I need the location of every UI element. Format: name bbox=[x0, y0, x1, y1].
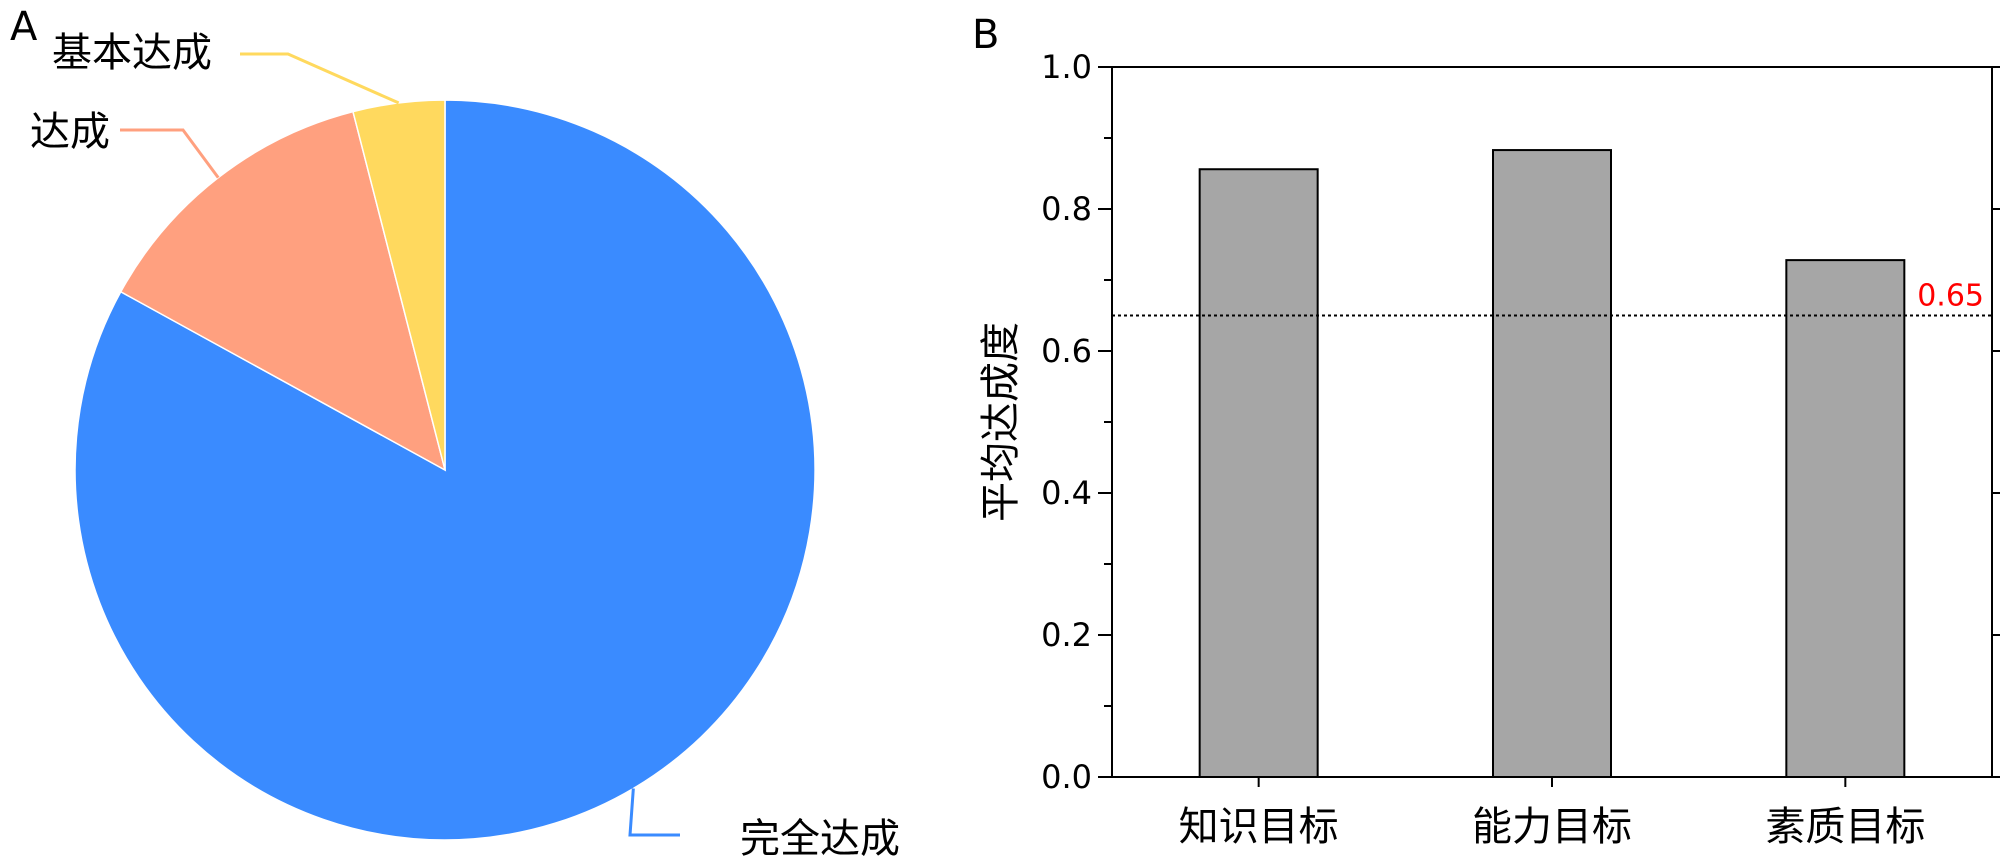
y-tick-label: 0.2 bbox=[1041, 616, 1092, 654]
panel-label-b: B bbox=[972, 12, 999, 58]
x-axis-ticks: 知识目标 能力目标 素质目标 bbox=[1179, 777, 1925, 850]
pie-labels: 完全达成 达成 基本达成 bbox=[30, 30, 900, 862]
panel-label-a: A bbox=[10, 4, 38, 50]
bar bbox=[1785, 259, 1906, 778]
y-tick-label: 0.0 bbox=[1041, 758, 1092, 796]
reference-line-group: 0.65 bbox=[1112, 279, 1992, 317]
y-tick-label: 0.4 bbox=[1041, 474, 1092, 512]
y-axis-ticks: 0.0 0.2 0.4 0.6 0.8 1.0 bbox=[1041, 48, 2000, 796]
bars bbox=[1198, 149, 1906, 779]
pie-slice bbox=[119, 110, 447, 472]
pie-slice-label: 基本达成 bbox=[52, 30, 212, 76]
x-tick-label: 能力目标 bbox=[1472, 804, 1632, 850]
y-tick-label: 0.6 bbox=[1041, 332, 1092, 370]
pie-slice bbox=[352, 99, 446, 471]
bar bbox=[1492, 149, 1612, 778]
y-tick-label: 1.0 bbox=[1041, 48, 1092, 86]
y-tick-label: 0.8 bbox=[1041, 190, 1092, 228]
bar-chart-panel: B 平均达成度 0.65 0.0 0.2 0.4 0.6 0.8 1.0 知识目标 能力目标… bbox=[972, 12, 2000, 850]
pie-slice-label: 完全达成 bbox=[740, 816, 900, 862]
y-axis-title: 平均达成度 bbox=[978, 322, 1024, 522]
pie-leader-line bbox=[628, 788, 680, 837]
pie-leader-line bbox=[120, 128, 220, 179]
x-tick-label: 素质目标 bbox=[1765, 804, 1925, 850]
pie-chart-panel: A 完全达成 达成 基本达成 bbox=[10, 4, 900, 862]
pie-slice-label: 达成 bbox=[30, 109, 110, 155]
pie-leader-line bbox=[240, 52, 400, 105]
x-tick-label: 知识目标 bbox=[1179, 804, 1339, 850]
bar bbox=[1198, 168, 1319, 779]
pie-slices bbox=[74, 99, 816, 841]
pie-leader-lines bbox=[120, 52, 680, 837]
reference-line-label: 0.65 bbox=[1917, 279, 1984, 314]
